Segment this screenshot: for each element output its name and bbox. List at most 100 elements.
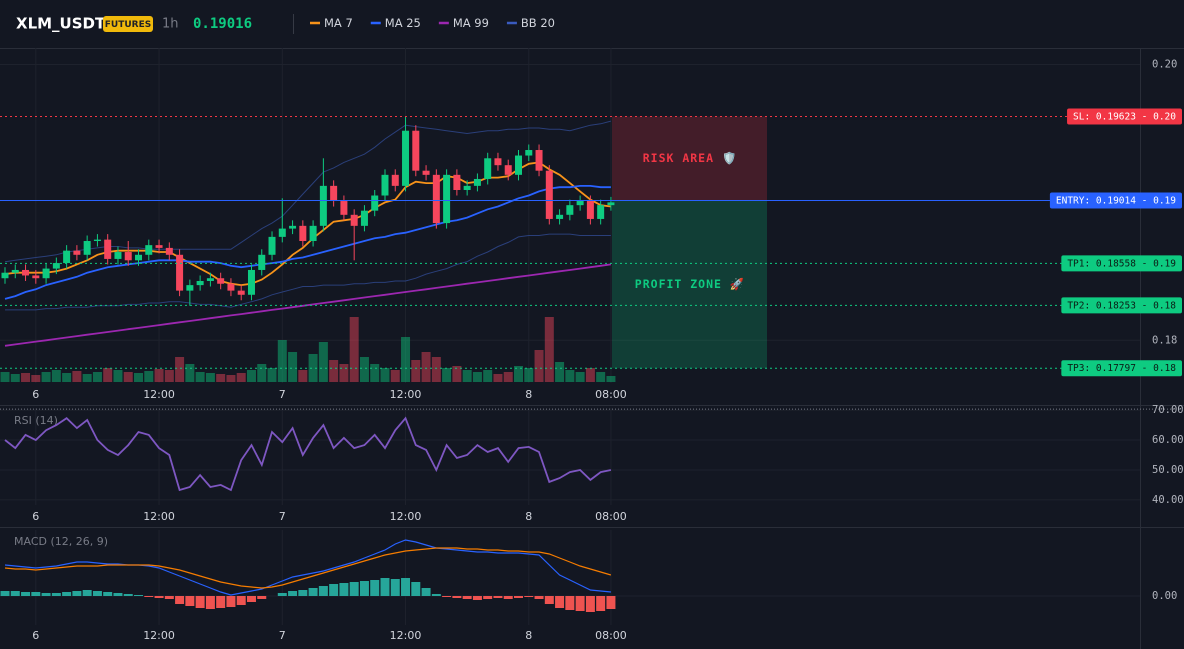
candle-body bbox=[217, 278, 225, 284]
macd-line bbox=[4, 539, 611, 596]
legend-label: MA 99 bbox=[453, 16, 489, 30]
x-tick-label: 08:00 bbox=[595, 510, 627, 523]
macd-histogram-bar bbox=[359, 581, 369, 596]
volume-bar bbox=[288, 352, 298, 382]
zone-label: PROFIT ZONE 🚀 bbox=[635, 277, 745, 291]
macd-histogram-bar bbox=[442, 596, 452, 597]
volume-bar bbox=[493, 374, 503, 382]
volume-bar bbox=[134, 373, 144, 382]
macd-histogram-bar bbox=[41, 593, 51, 596]
level-tag bbox=[1067, 108, 1182, 125]
panel-title: MACD (12, 26, 9) bbox=[14, 535, 108, 548]
x-tick-label: 8 bbox=[525, 510, 532, 523]
legend-label: BB 20 bbox=[521, 16, 555, 30]
legend: MA 7 MA 25 MA 99 BB 20 bbox=[310, 16, 555, 30]
candle-body bbox=[124, 252, 132, 261]
badge: FUTURES bbox=[105, 20, 151, 30]
macd-histogram-bar bbox=[62, 592, 72, 596]
candle-body bbox=[566, 205, 574, 215]
volume-bar bbox=[359, 357, 369, 382]
candle-body bbox=[545, 170, 553, 219]
macd-histogram-bar bbox=[103, 592, 113, 596]
candle-body bbox=[104, 239, 112, 259]
candle-body bbox=[237, 290, 245, 295]
x-tick-label: 12:00 bbox=[390, 388, 422, 401]
level-tag-label: ENTRY: 0.19014 - 0.19 bbox=[1056, 195, 1176, 206]
volume-bar bbox=[585, 368, 595, 382]
macd-histogram-bar bbox=[0, 591, 10, 596]
volume-bar bbox=[483, 370, 493, 382]
macd-histogram-bar bbox=[226, 596, 236, 607]
candle-body bbox=[145, 245, 153, 255]
last-price: 0.19016 bbox=[193, 16, 252, 32]
candle-body bbox=[350, 214, 358, 226]
candle-body bbox=[268, 236, 276, 255]
volume-bar bbox=[72, 371, 82, 382]
candle-body bbox=[206, 278, 214, 281]
volume-bar bbox=[154, 369, 164, 382]
macd-histogram-bar bbox=[565, 596, 575, 610]
x-tick-label: 12:00 bbox=[143, 510, 175, 523]
level-tag bbox=[1061, 360, 1182, 377]
volume-bar bbox=[472, 372, 482, 382]
interval: 1h bbox=[162, 17, 179, 32]
candle-body bbox=[278, 228, 286, 237]
volume-bar bbox=[318, 342, 328, 382]
candle-body bbox=[463, 185, 471, 190]
volume-bar bbox=[164, 370, 174, 382]
macd-histogram-bar bbox=[21, 592, 31, 596]
macd-histogram-bar bbox=[216, 596, 226, 608]
y-tick-label: 70.00 bbox=[1152, 404, 1184, 416]
volume-bar bbox=[370, 364, 380, 382]
zone bbox=[612, 200, 767, 369]
x-tick-label: 12:00 bbox=[143, 629, 175, 642]
volume-bar bbox=[390, 370, 400, 382]
macd-histogram-bar bbox=[288, 591, 298, 596]
macd-histogram-bar bbox=[123, 594, 133, 596]
volume-bar bbox=[226, 375, 236, 382]
volume-bar bbox=[123, 372, 133, 382]
rsi-line bbox=[4, 416, 612, 492]
macd-histogram-bar bbox=[205, 596, 215, 609]
volume-bar bbox=[606, 376, 616, 382]
macd-histogram-bar bbox=[472, 596, 482, 600]
level-tag bbox=[1061, 297, 1182, 314]
macd-histogram-bar bbox=[10, 591, 20, 596]
candle-body bbox=[11, 269, 19, 273]
macd-histogram-bar bbox=[503, 596, 513, 599]
candle-body bbox=[576, 201, 584, 206]
level-tag-label: TP2: 0.18253 - 0.18 bbox=[1067, 300, 1176, 311]
candle-body bbox=[258, 254, 266, 270]
macd-histogram-bar bbox=[154, 596, 164, 598]
badge-bg bbox=[103, 16, 153, 32]
candle-body bbox=[63, 250, 71, 264]
candle-body bbox=[32, 275, 40, 279]
level-tag bbox=[1049, 192, 1182, 209]
candle-body bbox=[494, 158, 502, 166]
x-tick-label: 7 bbox=[279, 388, 286, 401]
macd-histogram-bar bbox=[329, 584, 339, 596]
macd-histogram-bar bbox=[370, 580, 380, 596]
volume-bar bbox=[144, 371, 154, 382]
volume-bar bbox=[575, 372, 585, 382]
macd-histogram-bar bbox=[411, 582, 421, 596]
candle-body bbox=[402, 130, 410, 186]
candle-body bbox=[412, 130, 420, 171]
macd-histogram-bar bbox=[318, 586, 328, 596]
volume-bar bbox=[175, 357, 185, 382]
volume-bar bbox=[277, 340, 287, 382]
macd-histogram-bar bbox=[493, 596, 503, 598]
macd-histogram-bar bbox=[31, 592, 41, 596]
macd-histogram-bar bbox=[277, 593, 287, 596]
x-tick-label: 12:00 bbox=[390, 629, 422, 642]
x-tick-label: 6 bbox=[32, 388, 39, 401]
level-tag-label: SL: 0.19623 - 0.20 bbox=[1073, 112, 1176, 123]
volume-bar bbox=[503, 372, 513, 382]
candle-body bbox=[556, 214, 564, 219]
x-tick-label: 08:00 bbox=[595, 388, 627, 401]
candle-body bbox=[52, 263, 60, 269]
volume-bar bbox=[565, 370, 575, 382]
macd-histogram-bar bbox=[246, 596, 256, 602]
